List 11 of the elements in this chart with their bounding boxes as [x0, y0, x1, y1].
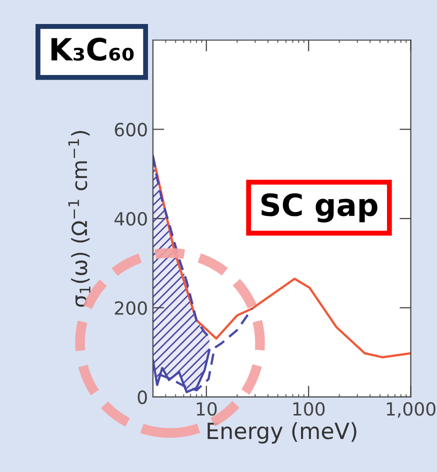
x-axis-title: Energy (meV) — [208, 422, 356, 444]
y-axis-title: σ$_{1}$(ω) (Ω$^{−1}$ cm$^{−1}$) — [68, 131, 90, 307]
x-tick-label: 100 — [293, 402, 325, 416]
x-tick-label: 10 — [196, 402, 217, 416]
y-tick-label: 400 — [114, 212, 147, 226]
x-tick-label: 1,000 — [386, 402, 436, 418]
y-tick-label: 0 — [138, 390, 147, 404]
text: K₃C₆₀ — [51, 38, 134, 61]
y-tick-label: 600 — [114, 122, 147, 136]
y-tick-label: 200 — [114, 301, 147, 315]
annotation: SC gap — [261, 193, 378, 222]
